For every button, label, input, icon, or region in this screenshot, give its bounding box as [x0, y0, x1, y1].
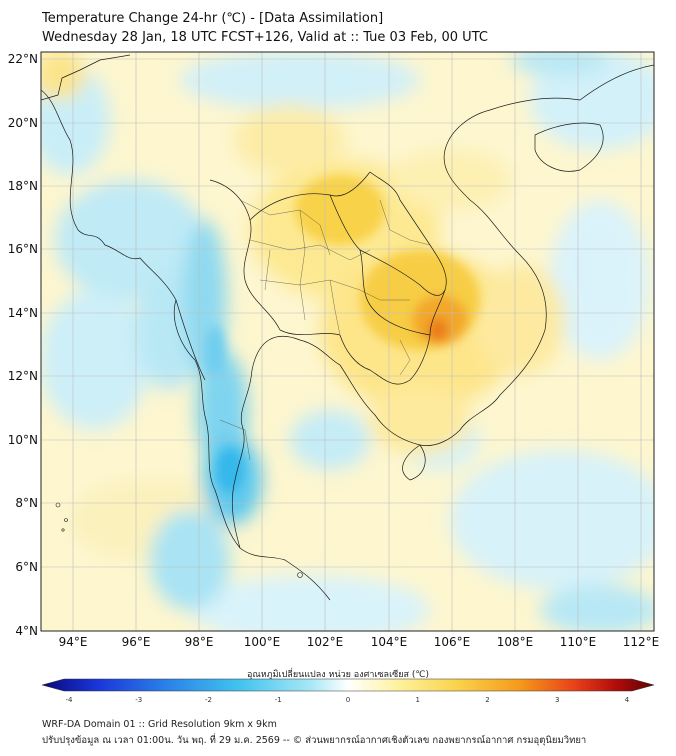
- colorbar-tick: 2: [485, 696, 489, 704]
- graticule: [41, 52, 654, 631]
- colorbar: -4 -3 -2 -1 0 1 2 3 4: [41, 678, 655, 704]
- lat-label: 8°N: [15, 496, 38, 510]
- footer-model-info: WRF-DA Domain 01 :: Grid Resolution 9km …: [42, 719, 277, 730]
- lon-label: 106°E: [434, 635, 471, 649]
- province-borders: [219, 199, 431, 461]
- lon-label: 104°E: [371, 635, 408, 649]
- lon-label: 98°E: [185, 635, 214, 649]
- colorbar-tick: 4: [625, 696, 630, 704]
- colorbar-tick: 1: [416, 696, 420, 704]
- lat-label: 18°N: [8, 179, 38, 193]
- lat-label: 6°N: [15, 560, 38, 574]
- footer-credit: ปรับปรุงข้อมูล ณ เวลา 01:00น. วัน พฤ. ที…: [42, 735, 587, 746]
- lon-label: 96°E: [122, 635, 151, 649]
- lon-label: 94°E: [59, 635, 88, 649]
- lat-label: 16°N: [8, 242, 38, 256]
- coastlines: [41, 54, 654, 601]
- lon-label: 110°E: [560, 635, 597, 649]
- lat-label: 14°N: [8, 306, 38, 320]
- lon-label: 102°E: [307, 635, 344, 649]
- lat-label: 4°N: [15, 624, 38, 638]
- colorbar-tick: -3: [135, 696, 142, 704]
- map-title: Temperature Change 24-hr (℃) - [Data Ass…: [42, 11, 384, 26]
- colorbar-tick: -4: [66, 696, 74, 704]
- lon-label: 108°E: [497, 635, 534, 649]
- colorbar-ramp: [41, 678, 655, 692]
- colorbar-tick: -2: [205, 696, 212, 704]
- lat-label: 22°N: [8, 52, 38, 66]
- colorbar-tick: -1: [275, 696, 282, 704]
- lat-label: 10°N: [8, 433, 38, 447]
- temperature-change-map[interactable]: 22°N 20°N 18°N 16°N 14°N 12°N 10°N 8°N 6…: [0, 0, 676, 660]
- colorbar-tick: 0: [346, 696, 350, 704]
- colorbar-tick: 3: [555, 696, 559, 704]
- latitude-axis: 22°N 20°N 18°N 16°N 14°N 12°N 10°N 8°N 6…: [8, 52, 38, 638]
- lon-label: 100°E: [244, 635, 281, 649]
- map-subtitle: Wednesday 28 Jan, 18 UTC FCST+126, Valid…: [42, 30, 488, 45]
- lon-label: 112°E: [623, 635, 660, 649]
- longitude-axis: 94°E 96°E 98°E 100°E 102°E 104°E 106°E 1…: [59, 635, 660, 649]
- map-frame: [40, 51, 655, 632]
- lat-label: 20°N: [8, 116, 38, 130]
- colorbar-title: อุณหภูมิเปลี่ยนแปลง หน่วย องศาเซลเซียส (…: [246, 670, 430, 680]
- temperature-field: [41, 52, 654, 631]
- lat-label: 12°N: [8, 369, 38, 383]
